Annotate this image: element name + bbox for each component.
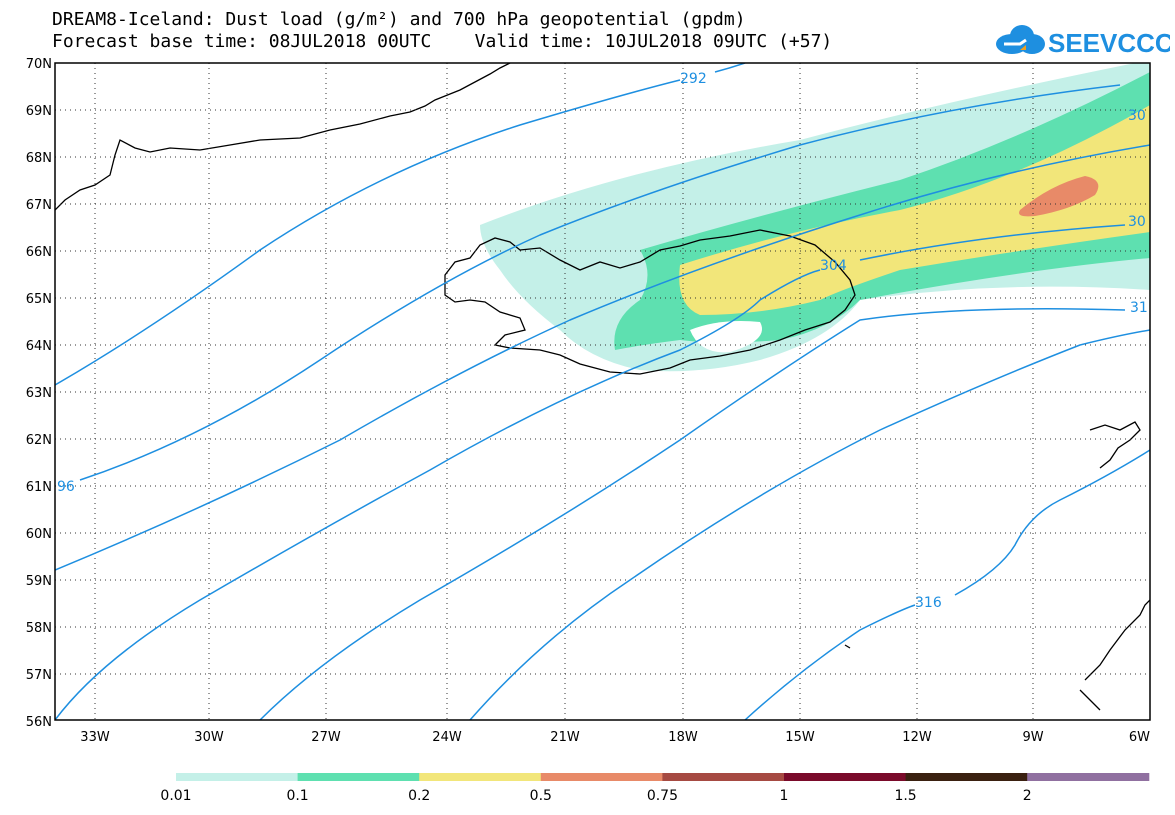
legend-swatch: [905, 773, 1028, 781]
contour-label: 30: [1128, 214, 1146, 230]
lon-tick-label: 30W: [194, 730, 224, 745]
lon-tick-label: 12W: [902, 730, 932, 745]
lat-tick-label: 56N: [26, 715, 52, 730]
logo-text: SEEVCCC: [1048, 28, 1170, 58]
contour-300-lower: [55, 224, 1126, 720]
legend-swatch: [176, 773, 299, 781]
contour-label: 316: [915, 595, 942, 611]
geopotential-contours: [55, 63, 1150, 720]
legend-label: 1.5: [894, 788, 916, 804]
contour-label: 96: [57, 479, 75, 495]
legend-label: 0.75: [647, 788, 678, 804]
latitude-ticks: 70N 69N 68N 67N 66N 65N 64N 63N 62N 61N …: [26, 57, 52, 730]
dust-shade-medium: [679, 105, 1150, 315]
coast-norway-south: [1079, 599, 1150, 711]
lat-tick-label: 66N: [26, 245, 52, 260]
longitude-ticks: 33W 30W 27W 24W 21W 18W 15W 12W 9W 6W: [80, 730, 1150, 745]
contour-label: 30: [1128, 108, 1146, 124]
dust-shade-high: [1019, 176, 1099, 217]
map-area: 292 30 30 304 96 31 316: [55, 63, 1150, 720]
lat-tick-label: 58N: [26, 621, 52, 636]
coastlines: [55, 63, 1150, 711]
forecast-time-subtitle: Forecast base time: 08JUL2018 00UTC Vali…: [52, 31, 833, 52]
lon-tick-label: 15W: [785, 730, 815, 745]
lat-tick-label: 70N: [26, 57, 52, 72]
color-legend: 0.01 0.1 0.2 0.5 0.75 1 1.5 2: [160, 773, 1150, 804]
lat-tick-label: 65N: [26, 292, 52, 307]
contour-316: [744, 449, 1150, 720]
legend-swatch: [1027, 773, 1150, 781]
lat-tick-label: 62N: [26, 433, 52, 448]
contour-292: [55, 63, 746, 386]
lon-tick-label: 27W: [311, 730, 341, 745]
map-title: DREAM8-Iceland: Dust load (g/m²) and 700…: [52, 9, 746, 30]
lon-tick-label: 9W: [1022, 730, 1043, 745]
cloud-icon: [996, 25, 1045, 54]
legend-label: 1: [780, 788, 789, 804]
lon-tick-label: 18W: [668, 730, 698, 745]
lat-tick-label: 69N: [26, 104, 52, 119]
lat-tick-label: 68N: [26, 151, 52, 166]
lat-tick-label: 61N: [26, 480, 52, 495]
legend-label: 0.5: [530, 788, 552, 804]
lon-tick-label: 6W: [1129, 730, 1150, 745]
coast-iceland: [444, 229, 856, 375]
coast-norway-north: [1089, 421, 1141, 469]
lat-tick-label: 60N: [26, 527, 52, 542]
contour-label: 31: [1130, 300, 1148, 316]
map-frame: [54, 62, 1151, 721]
contour-label: 292: [680, 71, 707, 87]
lat-tick-label: 59N: [26, 574, 52, 589]
seevccc-logo: SEEVCCC: [996, 25, 1170, 58]
lat-tick-label: 63N: [26, 386, 52, 401]
lon-tick-label: 33W: [80, 730, 110, 745]
contour-labels: 292 30 30 304 96 31 316: [57, 71, 1148, 611]
lat-tick-label: 64N: [26, 339, 52, 354]
legend-label: 0.2: [408, 788, 430, 804]
contour-label: 304: [820, 258, 847, 274]
contour-300-upper: [55, 144, 1150, 571]
lon-tick-label: 21W: [550, 730, 580, 745]
lat-tick-label: 67N: [26, 198, 52, 213]
coast-faroe: [844, 644, 851, 649]
legend-label: 0.1: [286, 788, 308, 804]
lon-tick-label: 24W: [432, 730, 462, 745]
lat-tick-label: 57N: [26, 668, 52, 683]
legend-swatch: [297, 773, 420, 781]
contour-308: [259, 308, 1126, 720]
legend-label: 0.01: [160, 788, 191, 804]
contour-296: [79, 84, 1121, 481]
legend-label: 2: [1023, 788, 1032, 804]
contour-312: [469, 329, 1150, 720]
legend-swatch: [419, 773, 542, 781]
dust-shade-clear-patch: [690, 321, 762, 353]
coast-greenland: [55, 63, 511, 211]
legend-swatch: [784, 773, 907, 781]
legend-swatch: [662, 773, 785, 781]
legend-swatch: [540, 773, 663, 781]
